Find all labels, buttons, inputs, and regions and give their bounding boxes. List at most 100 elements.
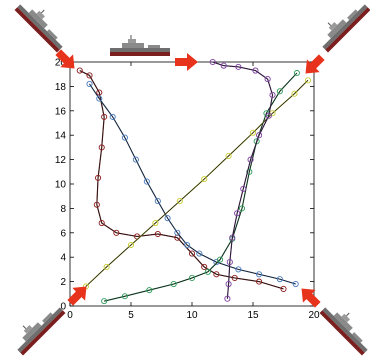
data-point [276,276,283,283]
data-point [95,174,102,181]
arrow-bottom-left-icon [67,286,87,306]
ship-superstructure [333,312,353,332]
data-point [280,285,287,292]
data-point [269,91,276,98]
ship-deck [17,4,63,50]
data-point [184,241,191,249]
ship-top-left-icon [14,4,63,53]
series-3 [101,69,300,305]
data-point [174,229,181,236]
ship-superstructure [22,322,42,342]
ship-cargo [42,312,53,323]
data-point [256,271,263,278]
data-point [113,229,120,236]
data-point [229,234,236,241]
ship-top-center-icon [110,35,170,56]
data-point [188,274,196,281]
data-point [246,168,253,175]
data-point [291,90,298,97]
arrow-top-left-icon [55,49,75,69]
data-point [154,230,161,238]
data-point [224,295,231,302]
data-point [188,250,196,257]
series-4 [82,77,311,290]
data-point [86,80,93,88]
arrow-shape [55,49,75,69]
y-tick-label: 10 [55,180,67,191]
ship-cargo [347,9,358,20]
data-point [76,67,83,74]
ship-top-right-icon [322,4,370,53]
y-tick-label: 20 [55,58,67,69]
data-point [101,113,108,120]
data-point [234,210,241,217]
y-tick-label: 8 [60,204,66,215]
series-path [85,80,309,287]
data-point [121,293,128,300]
data-point [170,280,177,288]
series-1 [76,67,287,292]
data-point [98,219,105,227]
data-point [247,156,254,163]
ship-bridge [23,325,33,334]
arrow-top-right-icon [305,54,325,74]
x-tick-label: 0 [67,310,73,321]
data-point [103,263,110,271]
data-point [109,113,116,120]
data-point [98,144,105,151]
ship-mast [346,312,350,317]
series-path [89,83,296,285]
x-tick-label: 20 [308,310,320,321]
ship-bridge [341,313,350,323]
y-tick-label: 4 [60,253,66,264]
data-point [304,77,311,84]
ship-deck [322,4,368,50]
ship-deck [322,307,368,353]
data-point [265,112,272,119]
y-tick-label: 12 [55,155,67,166]
data-point [176,198,183,205]
data-point [235,63,242,70]
ship-mast [41,9,45,14]
data-point [256,132,263,139]
data-point [204,268,211,275]
ship-mast [22,325,27,329]
data-point [240,185,247,192]
arrow-shape [67,286,87,306]
y-tick-label: 18 [55,82,67,93]
arrow-shape [301,288,321,308]
data-point [220,62,227,69]
ship-bottom-right-icon [319,307,368,356]
ship-superstructure [28,9,48,29]
data-point [143,178,150,185]
data-point [225,152,232,159]
y-tick-label: 14 [55,131,67,142]
data-point [225,280,232,288]
data-point [101,298,108,305]
data-point [238,205,246,212]
ship-cargo [352,332,363,343]
data-point [276,88,283,95]
x-tick-label: 15 [247,310,259,321]
data-point [217,256,224,263]
data-point [226,259,233,266]
series-path [104,72,298,302]
series-2 [86,80,299,288]
ship-cargo [47,29,58,40]
ship-cargo [148,45,160,48]
ship-deck [17,307,63,353]
data-point [152,219,159,227]
y-tick-label: 2 [60,277,66,288]
series-5 [209,58,276,302]
data-point [293,69,300,77]
ship-bottom-left-icon [17,307,66,356]
ship-hull [14,7,60,53]
arrow-top-center-icon [175,53,198,71]
arrow-shape [305,54,325,74]
data-point [164,215,171,222]
data-point [201,176,208,183]
data-point [256,278,263,285]
data-point [264,76,271,83]
series-path [79,70,284,290]
